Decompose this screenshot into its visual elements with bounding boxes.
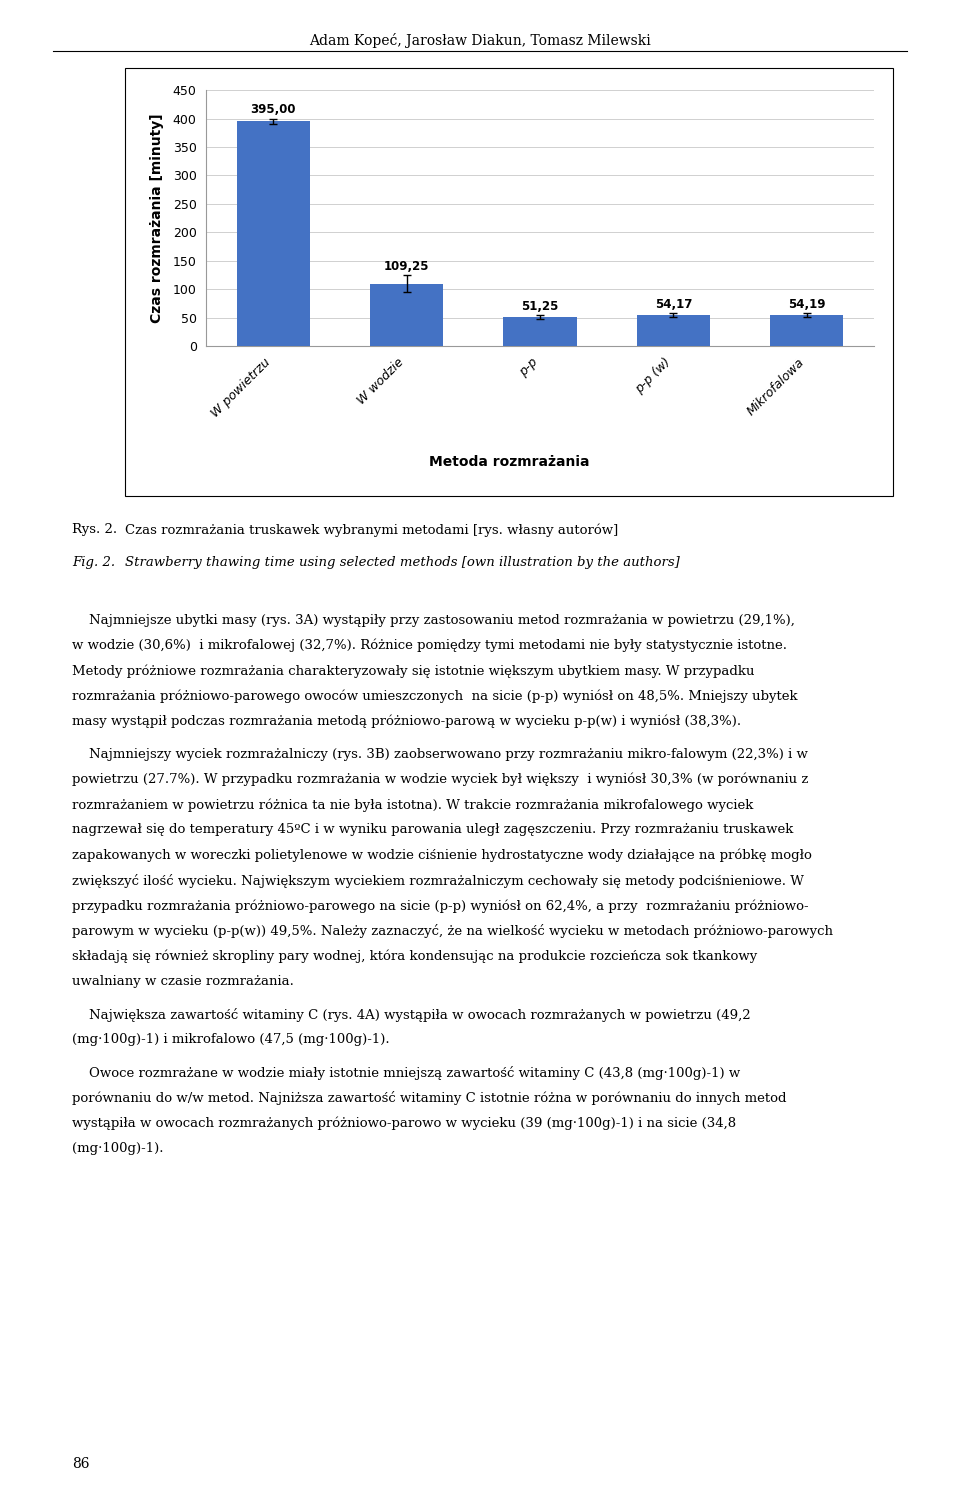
Text: parowym w wycieku (p-p(w)) 49,5%. Należy zaznaczyć, że na wielkość wycieku w met: parowym w wycieku (p-p(w)) 49,5%. Należy…: [72, 925, 833, 938]
Text: wystąpiła w owocach rozmrażanych próżniowo-parowo w wycieku (39 (mg·100g)-1) i n: wystąpiła w owocach rozmrażanych próżnio…: [72, 1116, 736, 1130]
Text: przypadku rozmrażania próżniowo-parowego na sicie (p-p) wyniósł on 62,4%, a przy: przypadku rozmrażania próżniowo-parowego…: [72, 899, 808, 913]
Text: Najmniejszy wyciek rozmrażalniczy (rys. 3B) zaobserwowano przy rozmrażaniu mikro: Najmniejszy wyciek rozmrażalniczy (rys. …: [72, 747, 808, 761]
Text: nagrzewał się do temperatury 45ºC i w wyniku parowania uległ zagęszczeniu. Przy : nagrzewał się do temperatury 45ºC i w wy…: [72, 823, 793, 836]
Text: rozmrażania próżniowo-parowego owoców umieszczonych  na sicie (p-p) wyniósł on 4: rozmrażania próżniowo-parowego owoców um…: [72, 689, 798, 702]
Text: (mg·100g)-1) i mikrofalowo (47,5 (mg·100g)-1).: (mg·100g)-1) i mikrofalowo (47,5 (mg·100…: [72, 1033, 390, 1047]
Text: Metody próżniowe rozmrażania charakteryzowały się istotnie większym ubytkiem mas: Metody próżniowe rozmrażania charakteryz…: [72, 665, 755, 678]
Text: 54,19: 54,19: [788, 298, 826, 311]
Text: Czas rozmrażania truskawek wybranymi metodami [rys. własny autorów]: Czas rozmrażania truskawek wybranymi met…: [125, 523, 618, 537]
Text: w wodzie (30,6%)  i mikrofalowej (32,7%). Różnice pomiędzy tymi metodami nie był: w wodzie (30,6%) i mikrofalowej (32,7%).…: [72, 639, 787, 653]
Text: Najmniejsze ubytki masy (rys. 3A) wystąpiły przy zastosowaniu metod rozmrażania : Najmniejsze ubytki masy (rys. 3A) wystąp…: [72, 614, 795, 627]
Text: Fig. 2.: Fig. 2.: [72, 556, 115, 570]
Text: zapakowanych w woreczki polietylenowe w wodzie ciśnienie hydrostatyczne wody dzi: zapakowanych w woreczki polietylenowe w …: [72, 848, 812, 862]
Bar: [636, 316, 710, 346]
Text: 51,25: 51,25: [521, 299, 559, 313]
Text: 395,00: 395,00: [251, 104, 296, 116]
Text: Metoda rozmrażania: Metoda rozmrażania: [428, 456, 589, 469]
Y-axis label: Czas rozmrażania [minuty]: Czas rozmrażania [minuty]: [151, 113, 164, 323]
Bar: [503, 317, 577, 346]
Text: Rys. 2.: Rys. 2.: [72, 523, 117, 537]
Bar: [237, 122, 310, 346]
Text: masy wystąpił podczas rozmrażania metodą próżniowo-parową w wycieku p-p(w) i wyn: masy wystąpił podczas rozmrażania metodą…: [72, 714, 741, 728]
Text: 109,25: 109,25: [384, 260, 429, 274]
Text: Adam Kopeć, Jarosław Diakun, Tomasz Milewski: Adam Kopeć, Jarosław Diakun, Tomasz Mile…: [309, 33, 651, 48]
Text: 86: 86: [72, 1457, 89, 1471]
Text: porównaniu do w/w metod. Najniższa zawartość witaminy C istotnie różna w porówna: porównaniu do w/w metod. Najniższa zawar…: [72, 1092, 786, 1105]
Text: powietrzu (27.7%). W przypadku rozmrażania w wodzie wyciek był większy  i wyniós: powietrzu (27.7%). W przypadku rozmrażan…: [72, 773, 808, 787]
Text: Strawberry thawing time using selected methods [own illustration by the authors]: Strawberry thawing time using selected m…: [125, 556, 680, 570]
Text: rozmrażaniem w powietrzu różnica ta nie była istotna). W trakcie rozmrażania mik: rozmrażaniem w powietrzu różnica ta nie …: [72, 799, 754, 812]
Text: Największa zawartość witaminy C (rys. 4A) wystąpiła w owocach rozmrażanych w pow: Największa zawartość witaminy C (rys. 4A…: [72, 1008, 751, 1021]
Text: uwalniany w czasie rozmrażania.: uwalniany w czasie rozmrażania.: [72, 975, 294, 988]
Text: (mg·100g)-1).: (mg·100g)-1).: [72, 1142, 163, 1155]
Bar: [370, 284, 444, 346]
Text: składają się również skropliny pary wodnej, która kondensując na produkcie rozci: składają się również skropliny pary wodn…: [72, 949, 757, 963]
Text: Owoce rozmrażane w wodzie miały istotnie mniejszą zawartość witaminy C (43,8 (mg: Owoce rozmrażane w wodzie miały istotnie…: [72, 1066, 740, 1080]
Bar: [770, 316, 843, 346]
Text: 54,17: 54,17: [655, 298, 692, 311]
Text: zwiększyć ilość wycieku. Największym wyciekiem rozmrażalniczym cechowały się met: zwiększyć ilość wycieku. Największym wyc…: [72, 874, 804, 887]
